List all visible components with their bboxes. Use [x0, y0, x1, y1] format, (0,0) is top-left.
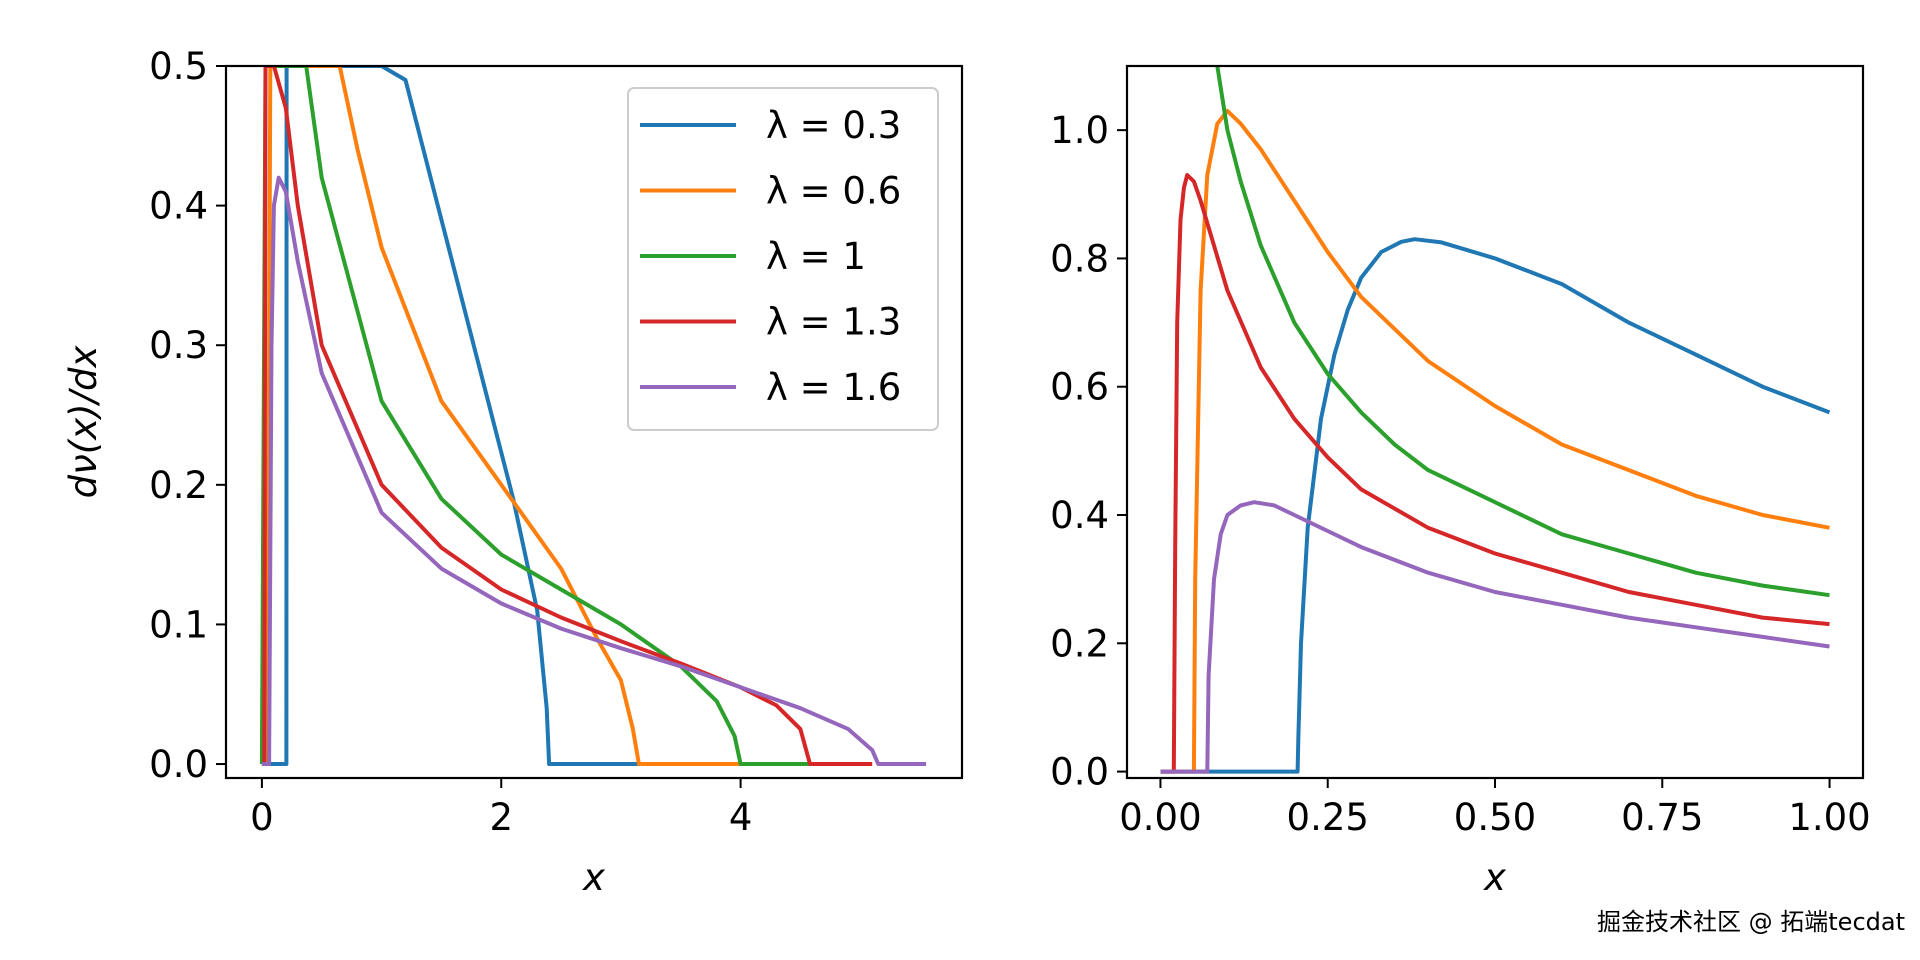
y-tick-label: 0.8: [1050, 237, 1109, 280]
x-tick-label: 0.75: [1621, 796, 1703, 839]
x-axis-label: x: [582, 856, 606, 899]
series-line-2: [261, 66, 753, 766]
y-tick-label: 0.1: [149, 603, 208, 646]
y-tick-label: 0.4: [149, 185, 208, 228]
legend-label: λ = 1.6: [766, 366, 901, 409]
x-tick-label: 4: [729, 796, 753, 839]
legend-label: λ = 0.3: [766, 104, 901, 147]
y-tick-label: 0.6: [1050, 366, 1109, 409]
series-line-4: [261, 66, 873, 766]
y-tick-label: 0.2: [1050, 622, 1109, 665]
x-tick-label: 1.00: [1788, 796, 1870, 839]
series-line-1: [1160, 237, 1831, 774]
legend: λ = 0.3 λ = 0.6 λ = 1 λ = 1.3 λ = 1.6: [627, 87, 939, 431]
series-group: [259, 66, 927, 766]
y-tick-label: 1.0: [1050, 109, 1109, 152]
series-line-2: [1160, 108, 1830, 774]
x-tick-label: 2: [489, 796, 513, 839]
axes-frame: [224, 64, 964, 780]
legend-label: λ = 1: [766, 235, 866, 278]
legend-label: λ = 0.6: [766, 170, 901, 213]
x-tick-label: 0.00: [1119, 796, 1201, 839]
y-tick-label: 0.0: [149, 743, 208, 786]
right-panel: 0.00 0.25 0.50 0.75 1.00 0.0 0.2 0.4 0.6 0.8 1.0 x: [1050, 64, 1871, 899]
series-line-4: [1160, 173, 1830, 774]
y-tick-label: 0.4: [1050, 494, 1109, 537]
series-group: [1160, 66, 1831, 774]
series-line-1: [261, 66, 693, 766]
y-tick-label: 0.3: [149, 324, 208, 367]
y-tick-label: 0.5: [149, 45, 208, 88]
series-line-5: [1160, 500, 1830, 774]
y-axis-label: dν(x)/dx: [62, 345, 105, 499]
x-tick-label: 0.50: [1454, 796, 1536, 839]
watermark: 掘金技术社区 @ 拓端tecdat: [1597, 908, 1905, 936]
left-panel: 0 2 4 0.0 0.1 0.2 0.3 0.4 0.5 x dν(x)/dx: [62, 45, 964, 899]
x-tick-label: 0: [250, 796, 274, 839]
legend-label: λ = 1.3: [766, 301, 901, 344]
x-axis-label: x: [1483, 856, 1507, 899]
series-line-5: [261, 175, 927, 766]
y-tick-label: 0.0: [1050, 751, 1109, 794]
series-line-3: [1215, 66, 1830, 598]
series-line-3: [259, 66, 813, 766]
y-tick-label: 0.2: [149, 464, 208, 507]
legend-box: [627, 87, 939, 431]
x-tick-label: 0.25: [1287, 796, 1369, 839]
